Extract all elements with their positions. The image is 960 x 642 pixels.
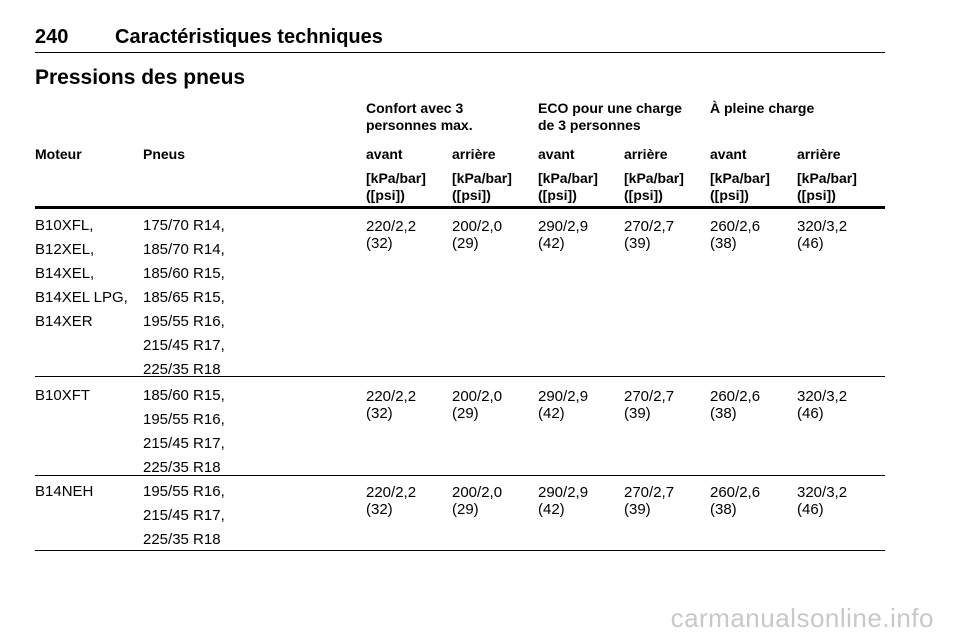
tyre-size: 185/60 R15,	[143, 265, 225, 282]
tyre-size: 185/65 R15,	[143, 289, 225, 306]
column-header: avant	[710, 146, 747, 162]
pressure-psi: (32)	[366, 501, 393, 518]
tyre-size: 175/70 R14,	[143, 217, 225, 234]
pressure-value: 270/2,7	[624, 388, 675, 405]
pressure-psi: (46)	[797, 235, 824, 252]
pressure-psi: (39)	[624, 405, 651, 422]
tyre-size: 215/45 R17,	[143, 435, 225, 452]
engine-code: B14XEL LPG,	[35, 289, 128, 306]
header-rule	[35, 206, 885, 209]
pressure-value: 260/2,6	[710, 218, 761, 235]
engine-code: B10XFT	[35, 387, 91, 404]
pressure-value: 320/3,2	[797, 388, 848, 405]
unit-header-line1: [kPa/bar]	[624, 170, 684, 186]
group-header-line1: À pleine charge	[710, 100, 815, 116]
watermark: carmanualsonline.info	[670, 603, 934, 633]
tyre-size: 185/60 R15,	[143, 387, 225, 404]
unit-header-line2: ([psi])	[366, 187, 405, 203]
unit-header-line1: [kPa/bar]	[710, 170, 770, 186]
pressure-psi: (46)	[797, 501, 824, 518]
unit-header-line1: [kPa/bar]	[366, 170, 426, 186]
pressure-psi: (39)	[624, 235, 651, 252]
tyre-size: 225/35 R18	[143, 459, 221, 476]
pressure-value: 220/2,2	[366, 218, 417, 235]
group-header-line1: ECO pour une charge	[538, 100, 682, 116]
unit-header-line1: [kPa/bar]	[538, 170, 598, 186]
pressure-value: 200/2,0	[452, 484, 503, 501]
pressure-value: 200/2,0	[452, 218, 503, 235]
group-header-line1: Confort avec 3	[366, 100, 464, 116]
column-header: Moteur	[35, 146, 82, 162]
pressure-psi: (29)	[452, 235, 479, 252]
tyre-size: 215/45 R17,	[143, 337, 225, 354]
pressure-value: 320/3,2	[797, 484, 848, 501]
column-header: arrière	[797, 146, 841, 162]
section-title: Pressions des pneus	[35, 66, 246, 89]
pressure-value: 220/2,2	[366, 484, 417, 501]
unit-header-line1: [kPa/bar]	[797, 170, 857, 186]
pressure-value: 260/2,6	[710, 484, 761, 501]
tyre-size: 215/45 R17,	[143, 507, 225, 524]
row-separator	[35, 475, 885, 476]
pressure-psi: (46)	[797, 405, 824, 422]
pressure-psi: (39)	[624, 501, 651, 518]
column-header: arrière	[452, 146, 496, 162]
unit-header-line2: ([psi])	[452, 187, 491, 203]
pressure-psi: (38)	[710, 405, 737, 422]
pressure-value: 260/2,6	[710, 388, 761, 405]
pressure-psi: (42)	[538, 501, 565, 518]
column-header: Pneus	[143, 146, 186, 162]
pressure-value: 320/3,2	[797, 218, 848, 235]
engine-code: B14XEL,	[35, 265, 95, 282]
tyre-size: 195/55 R16,	[143, 313, 225, 330]
pressure-psi: (29)	[452, 405, 479, 422]
engine-code: B14NEH	[35, 483, 94, 500]
unit-header-line2: ([psi])	[538, 187, 577, 203]
group-header-line2: personnes max.	[366, 117, 473, 133]
pressure-psi: (42)	[538, 235, 565, 252]
tyre-size: 195/55 R16,	[143, 411, 225, 428]
column-header: arrière	[624, 146, 668, 162]
pressure-psi: (38)	[710, 501, 737, 518]
tyre-size: 225/35 R18	[143, 361, 221, 378]
tyre-size: 185/70 R14,	[143, 241, 225, 258]
pressure-psi: (38)	[710, 235, 737, 252]
pressure-value: 290/2,9	[538, 484, 589, 501]
pressure-value: 200/2,0	[452, 388, 503, 405]
column-header: avant	[366, 146, 403, 162]
chapter-title: Caractéristiques techniques	[115, 26, 383, 48]
pressure-psi: (32)	[366, 405, 393, 422]
pressure-value: 220/2,2	[366, 388, 417, 405]
pressure-value: 290/2,9	[538, 218, 589, 235]
engine-code: B14XER	[35, 313, 93, 330]
group-header-line2: de 3 personnes	[538, 117, 641, 133]
unit-header-line1: [kPa/bar]	[452, 170, 512, 186]
pressure-psi: (32)	[366, 235, 393, 252]
row-separator	[35, 550, 885, 551]
page-header: 240 Caractéristiques techniques	[35, 26, 885, 53]
row-separator	[35, 376, 885, 377]
unit-header-line2: ([psi])	[797, 187, 836, 203]
pressure-psi: (42)	[538, 405, 565, 422]
column-header: avant	[538, 146, 575, 162]
tyre-size: 225/35 R18	[143, 531, 221, 548]
pressure-psi: (29)	[452, 501, 479, 518]
pressure-value: 270/2,7	[624, 484, 675, 501]
engine-code: B12XEL,	[35, 241, 95, 258]
unit-header-line2: ([psi])	[710, 187, 749, 203]
tyre-size: 195/55 R16,	[143, 483, 225, 500]
page-number: 240	[35, 26, 69, 48]
unit-header-line2: ([psi])	[624, 187, 663, 203]
pressure-value: 270/2,7	[624, 218, 675, 235]
pressure-value: 290/2,9	[538, 388, 589, 405]
engine-code: B10XFL,	[35, 217, 94, 234]
